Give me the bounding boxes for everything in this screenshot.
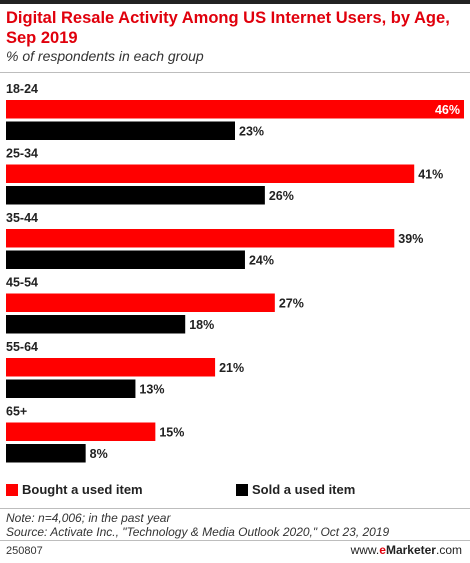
site-prefix: www.	[350, 543, 380, 557]
bar-sold	[6, 444, 86, 463]
data-label: 13%	[139, 382, 164, 396]
chart-title: Digital Resale Activity Among US Interne…	[6, 9, 450, 47]
category-label: 35-44	[6, 211, 38, 225]
data-label: 26%	[269, 189, 294, 203]
data-label: 15%	[159, 425, 184, 439]
bar-sold	[6, 250, 245, 269]
bar-chart: 18-24 46% 23% 25-34 41% 26% 35-44 39% 24% 45-54 27…	[6, 82, 464, 463]
chart-note: Note: n=4,006; in the past year	[6, 511, 171, 525]
footer-divider	[0, 508, 470, 509]
legend-swatch-sold	[236, 484, 248, 496]
bar-bought	[6, 100, 464, 119]
data-label: 8%	[90, 447, 108, 461]
chart-subtitle: % of respondents in each group	[6, 48, 204, 64]
header-divider	[0, 72, 470, 73]
site-suffix: .com	[435, 543, 462, 557]
legend-swatch-bought	[6, 484, 18, 496]
bar-bought	[6, 164, 415, 183]
bottom-divider	[0, 540, 470, 541]
legend-label-bought: Bought a used item	[22, 482, 143, 497]
data-label: 23%	[239, 124, 264, 138]
bar-sold	[6, 121, 235, 140]
bar-bought	[6, 293, 275, 312]
site-brand-e: e	[379, 543, 386, 557]
category-label: 25-34	[6, 147, 38, 161]
data-label: 24%	[249, 253, 274, 267]
bar-bought	[6, 422, 156, 441]
data-label: 18%	[189, 318, 214, 332]
data-label: 46%	[435, 103, 460, 117]
data-label: 39%	[398, 232, 423, 246]
emarketer-link[interactable]: www.eMarketer.com	[351, 543, 462, 557]
chart-id: 250807	[6, 545, 43, 557]
category-label: 18-24	[6, 82, 38, 96]
data-label: 21%	[219, 361, 244, 375]
bar-sold	[6, 379, 136, 398]
bar-bought	[6, 358, 216, 377]
data-label: 27%	[279, 296, 304, 310]
bar-sold	[6, 186, 265, 205]
bar-sold	[6, 315, 186, 334]
data-label: 41%	[418, 167, 443, 181]
bar-bought	[6, 229, 395, 248]
top-accent-bar	[0, 0, 470, 4]
legend-label-sold: Sold a used item	[252, 482, 356, 497]
category-label: 55-64	[6, 340, 38, 354]
chart-source: Source: Activate Inc., "Technology & Med…	[6, 525, 390, 539]
site-brand: Marketer	[385, 543, 436, 557]
category-label: 65+	[6, 405, 27, 419]
category-label: 45-54	[6, 276, 38, 290]
